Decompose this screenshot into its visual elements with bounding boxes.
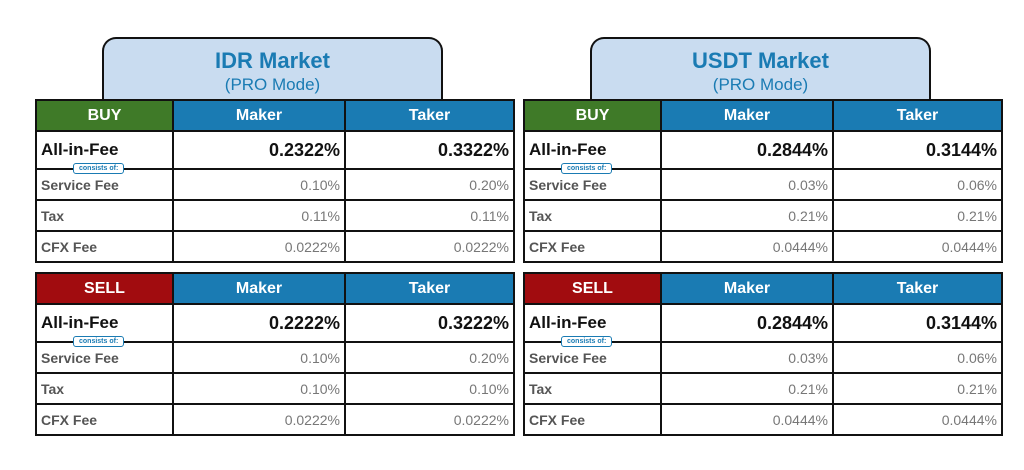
all-in-taker-value: 0.3144% bbox=[832, 130, 1003, 170]
consists-of-badge: consists of: bbox=[561, 163, 613, 174]
market-title-box: USDT Market (PRO Mode) bbox=[590, 37, 931, 99]
maker-value: 0.03% bbox=[660, 168, 834, 201]
taker-value: 0.20% bbox=[344, 168, 515, 201]
all-in-fee-label: All-in-Fee consists of: bbox=[35, 303, 174, 347]
taker-value: 0.06% bbox=[832, 168, 1003, 201]
taker-value: 0.20% bbox=[344, 341, 515, 374]
all-in-maker-value: 0.2844% bbox=[660, 303, 834, 343]
all-in-fee-label: All-in-Fee consists of: bbox=[523, 130, 662, 174]
maker-header: Maker bbox=[660, 99, 834, 132]
taker-header: Taker bbox=[344, 99, 515, 132]
sell-header: SELL bbox=[523, 272, 662, 305]
taker-header: Taker bbox=[832, 99, 1003, 132]
maker-value: 0.0444% bbox=[660, 230, 834, 263]
all-in-maker-value: 0.2222% bbox=[172, 303, 346, 343]
taker-value: 0.10% bbox=[344, 372, 515, 405]
market-subtitle: (PRO Mode) bbox=[224, 75, 321, 94]
all-in-fee-label: All-in-Fee consists of: bbox=[523, 303, 662, 347]
all-in-fee-row: All-in-Fee consists of: 0.2322% 0.3322% bbox=[35, 130, 515, 174]
taker-value: 0.06% bbox=[832, 341, 1003, 374]
consists-of-badge: consists of: bbox=[73, 163, 125, 174]
row-label: CFX Fee bbox=[523, 230, 662, 263]
table-row: CFX Fee 0.0444% 0.0444% bbox=[523, 230, 1003, 263]
row-label: Service Fee bbox=[35, 341, 174, 374]
row-label: Tax bbox=[523, 199, 662, 232]
all-in-fee-row: All-in-Fee consists of: 0.2844% 0.3144% bbox=[523, 303, 1003, 347]
taker-header: Taker bbox=[832, 272, 1003, 305]
all-in-fee-text: All-in-Fee bbox=[41, 313, 119, 332]
all-in-fee-row: All-in-Fee consists of: 0.2222% 0.3222% bbox=[35, 303, 515, 347]
maker-value: 0.10% bbox=[172, 341, 346, 374]
buy-fee-table: BUY Maker Taker All-in-Fee consists of: 0… bbox=[35, 99, 515, 263]
row-label: CFX Fee bbox=[35, 403, 174, 436]
all-in-maker-value: 0.2844% bbox=[660, 130, 834, 170]
maker-header: Maker bbox=[172, 99, 346, 132]
maker-value: 0.0222% bbox=[172, 403, 346, 436]
taker-value: 0.0444% bbox=[832, 403, 1003, 436]
maker-value: 0.21% bbox=[660, 199, 834, 232]
maker-value: 0.21% bbox=[660, 372, 834, 405]
consists-of-badge: consists of: bbox=[561, 336, 613, 347]
row-label: Tax bbox=[523, 372, 662, 405]
all-in-fee-label: All-in-Fee consists of: bbox=[35, 130, 174, 174]
table-row: Tax 0.21% 0.21% bbox=[523, 199, 1003, 232]
table-row: Service Fee 0.03% 0.06% bbox=[523, 168, 1003, 201]
row-label: CFX Fee bbox=[523, 403, 662, 436]
maker-value: 0.0444% bbox=[660, 403, 834, 436]
sell-fee-table: SELL Maker Taker All-in-Fee consists of: … bbox=[35, 272, 515, 436]
maker-value: 0.10% bbox=[172, 168, 346, 201]
table-row: Tax 0.21% 0.21% bbox=[523, 372, 1003, 405]
all-in-fee-text: All-in-Fee bbox=[41, 140, 119, 159]
maker-value: 0.03% bbox=[660, 341, 834, 374]
table-row: CFX Fee 0.0222% 0.0222% bbox=[35, 403, 515, 436]
maker-header: Maker bbox=[660, 272, 834, 305]
all-in-fee-text: All-in-Fee bbox=[529, 140, 607, 159]
table-row: CFX Fee 0.0444% 0.0444% bbox=[523, 403, 1003, 436]
table-row: Tax 0.11% 0.11% bbox=[35, 199, 515, 232]
table-row: Service Fee 0.10% 0.20% bbox=[35, 168, 515, 201]
taker-value: 0.21% bbox=[832, 199, 1003, 232]
row-label: Tax bbox=[35, 372, 174, 405]
consists-of-badge: consists of: bbox=[73, 336, 125, 347]
market-title: IDR Market bbox=[215, 48, 330, 73]
all-in-fee-text: All-in-Fee bbox=[529, 313, 607, 332]
buy-header: BUY bbox=[35, 99, 174, 132]
table-row: Tax 0.10% 0.10% bbox=[35, 372, 515, 405]
maker-value: 0.10% bbox=[172, 372, 346, 405]
all-in-maker-value: 0.2322% bbox=[172, 130, 346, 170]
row-label: Tax bbox=[35, 199, 174, 232]
maker-header: Maker bbox=[172, 272, 346, 305]
taker-value: 0.0222% bbox=[344, 230, 515, 263]
row-label: CFX Fee bbox=[35, 230, 174, 263]
market-title-box: IDR Market (PRO Mode) bbox=[102, 37, 443, 99]
maker-value: 0.11% bbox=[172, 199, 346, 232]
taker-value: 0.0222% bbox=[344, 403, 515, 436]
all-in-fee-row: All-in-Fee consists of: 0.2844% 0.3144% bbox=[523, 130, 1003, 174]
sell-header: SELL bbox=[35, 272, 174, 305]
market-title: USDT Market bbox=[692, 48, 829, 73]
all-in-taker-value: 0.3144% bbox=[832, 303, 1003, 343]
taker-value: 0.11% bbox=[344, 199, 515, 232]
all-in-taker-value: 0.3222% bbox=[344, 303, 515, 343]
taker-header: Taker bbox=[344, 272, 515, 305]
row-label: Service Fee bbox=[523, 168, 662, 201]
all-in-taker-value: 0.3322% bbox=[344, 130, 515, 170]
buy-fee-table: BUY Maker Taker All-in-Fee consists of: 0… bbox=[523, 99, 1003, 263]
market-subtitle: (PRO Mode) bbox=[712, 75, 809, 94]
table-row: CFX Fee 0.0222% 0.0222% bbox=[35, 230, 515, 263]
taker-value: 0.0444% bbox=[832, 230, 1003, 263]
buy-header: BUY bbox=[523, 99, 662, 132]
maker-value: 0.0222% bbox=[172, 230, 346, 263]
table-row: Service Fee 0.10% 0.20% bbox=[35, 341, 515, 374]
table-row: Service Fee 0.03% 0.06% bbox=[523, 341, 1003, 374]
taker-value: 0.21% bbox=[832, 372, 1003, 405]
sell-fee-table: SELL Maker Taker All-in-Fee consists of: … bbox=[523, 272, 1003, 436]
